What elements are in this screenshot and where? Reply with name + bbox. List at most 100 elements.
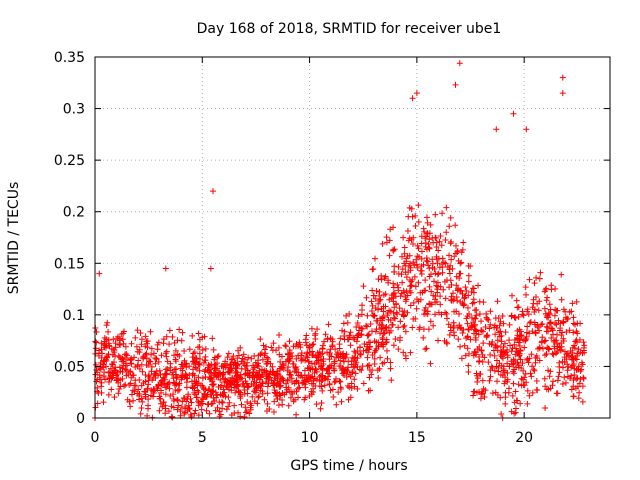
data-point <box>92 404 99 411</box>
data-point <box>432 211 439 218</box>
data-point <box>293 411 300 418</box>
data-point <box>472 315 479 322</box>
data-point <box>333 351 340 358</box>
data-point <box>576 380 583 387</box>
data-point <box>549 350 556 357</box>
data-point <box>218 398 225 405</box>
data-point <box>470 392 477 399</box>
data-point <box>346 384 353 391</box>
data-point <box>538 321 545 328</box>
data-point <box>282 342 289 349</box>
data-point <box>446 223 453 230</box>
data-point <box>346 334 353 341</box>
data-point <box>556 344 563 351</box>
data-point <box>153 355 160 362</box>
data-point <box>375 306 382 313</box>
data-point <box>443 229 450 236</box>
data-point <box>424 230 431 237</box>
data-point <box>559 90 566 97</box>
data-point <box>105 328 112 335</box>
data-point <box>312 336 319 343</box>
data-point <box>517 348 524 355</box>
data-point <box>92 345 99 352</box>
data-point <box>415 245 422 252</box>
data-point <box>374 367 381 374</box>
data-point <box>123 350 130 357</box>
data-point <box>337 384 344 391</box>
data-point <box>310 377 317 384</box>
data-point <box>225 403 232 410</box>
data-point <box>143 350 150 357</box>
data-point <box>458 355 465 362</box>
data-point <box>501 369 508 376</box>
data-point <box>119 358 126 365</box>
data-point <box>111 394 118 401</box>
data-point <box>481 393 488 400</box>
data-point <box>264 370 271 377</box>
data-point <box>150 388 157 395</box>
data-point <box>409 95 416 102</box>
data-point <box>196 350 203 357</box>
data-point <box>176 352 183 359</box>
data-point <box>487 308 494 315</box>
data-point <box>494 337 501 344</box>
data-point <box>222 376 229 383</box>
data-point <box>155 339 162 346</box>
data-point <box>423 214 430 221</box>
data-point <box>157 389 164 396</box>
data-point <box>354 385 361 392</box>
data-point <box>487 367 494 374</box>
data-point <box>435 255 442 262</box>
data-point <box>470 319 477 326</box>
data-point <box>422 277 429 284</box>
data-point <box>313 376 320 383</box>
data-point <box>434 260 441 267</box>
data-point <box>425 326 432 333</box>
data-point <box>363 322 370 329</box>
data-point <box>492 389 499 396</box>
data-point <box>425 241 432 248</box>
data-point <box>268 377 275 384</box>
data-point <box>131 382 138 389</box>
data-point <box>516 352 523 359</box>
data-point <box>569 300 576 307</box>
data-point <box>158 352 165 359</box>
data-point <box>335 389 342 396</box>
data-point <box>492 342 499 349</box>
data-point <box>386 252 393 259</box>
data-point <box>207 375 214 382</box>
data-point <box>284 367 291 374</box>
data-point <box>347 329 354 336</box>
data-point <box>459 246 466 253</box>
data-point <box>435 247 442 254</box>
data-point <box>554 307 561 314</box>
data-point <box>502 329 509 336</box>
data-point <box>470 296 477 303</box>
data-point <box>104 354 111 361</box>
data-point <box>495 364 502 371</box>
data-point <box>269 369 276 376</box>
data-point <box>210 346 217 353</box>
data-point <box>233 373 240 380</box>
axis-ticks: 0 5 10 15 20 0 0.05 0.1 0.15 0.2 0.25 0.3 0.35 <box>54 50 610 446</box>
data-point <box>182 371 189 378</box>
data-point <box>217 391 224 398</box>
data-point <box>526 392 533 399</box>
data-point <box>296 384 303 391</box>
data-point <box>539 334 546 341</box>
data-point <box>414 264 421 271</box>
data-point <box>453 242 459 249</box>
data-point <box>223 382 230 389</box>
data-point <box>100 361 107 368</box>
data-point <box>220 375 227 382</box>
data-point <box>390 280 397 287</box>
data-point <box>168 413 175 420</box>
data-point <box>298 372 305 379</box>
data-point <box>326 352 333 359</box>
data-point <box>112 364 119 371</box>
data-point <box>182 404 189 411</box>
data-point <box>519 360 526 367</box>
data-point <box>339 327 346 334</box>
data-point <box>478 318 485 325</box>
data-point <box>236 374 243 381</box>
